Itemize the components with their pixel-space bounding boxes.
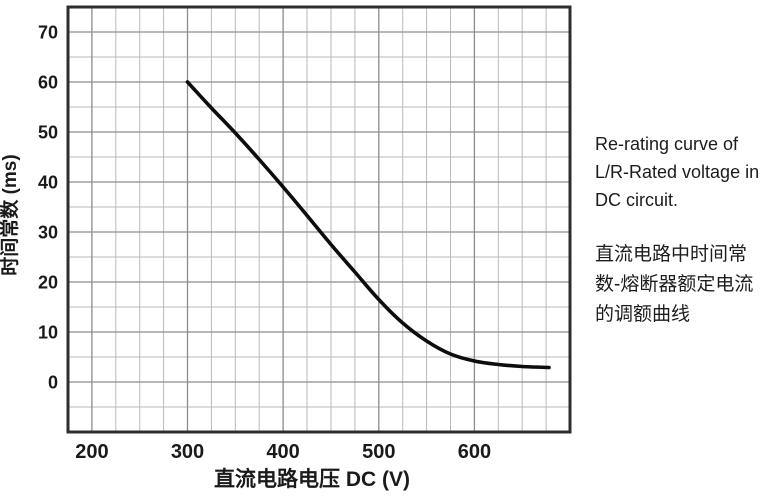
rerating-chart: 200 300 400 500 600 0 10 20 30 40 50 60 70 直流电路电压 DC … xyxy=(0,5,572,491)
y-tick-label-40: 40 xyxy=(38,173,58,193)
x-tick-label-400: 400 xyxy=(266,441,299,463)
y-tick-label-0: 0 xyxy=(48,373,58,393)
rerating-curve xyxy=(185,80,551,370)
plot-frame xyxy=(66,5,572,434)
y-axis-title: 时间常数 (ms) xyxy=(0,154,21,275)
grid-major xyxy=(68,7,570,432)
caption: Re-rating curve of L/R-Rated voltage in … xyxy=(595,130,771,330)
y-tick-label-70: 70 xyxy=(38,23,58,43)
caption-english: Re-rating curve of L/R-Rated voltage in … xyxy=(595,134,760,210)
y-tick-label-10: 10 xyxy=(38,323,58,343)
x-tick-label-300: 300 xyxy=(171,441,204,463)
x-axis-title: 直流电路电压 DC (V) xyxy=(214,467,410,491)
x-tick-label-500: 500 xyxy=(362,441,395,463)
y-tick-label-30: 30 xyxy=(38,223,58,243)
y-tick-label-20: 20 xyxy=(38,273,58,293)
caption-chinese: 直流电路中时间常 数-熔断器额定电流 的调额曲线 xyxy=(595,244,754,325)
y-tick-label-50: 50 xyxy=(38,123,58,143)
x-tick-label-600: 600 xyxy=(458,441,491,463)
grid-minor xyxy=(68,7,570,432)
x-tick-label-200: 200 xyxy=(75,441,108,463)
y-tick-label-60: 60 xyxy=(38,73,58,93)
